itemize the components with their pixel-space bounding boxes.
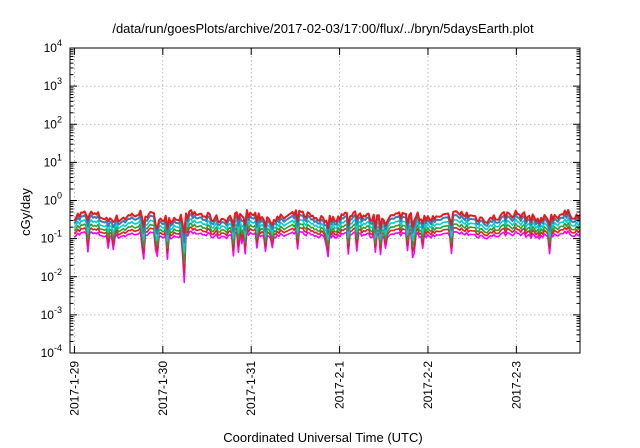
x-tick-label: 2017-1-29: [67, 361, 81, 416]
x-tick-label: 2017-1-30: [156, 361, 170, 416]
chart-title: /data/run/goesPlots/archive/2017-02-03/1…: [112, 21, 534, 36]
y-tick-label: 10-1: [41, 229, 62, 246]
plot-area: [73, 208, 581, 284]
y-tick-label: 10-2: [41, 267, 62, 284]
y-tick-label: 103: [44, 76, 62, 93]
y-tick-label: 10-3: [41, 305, 62, 322]
series-line: [73, 208, 581, 234]
y-tick-label: 101: [44, 152, 62, 169]
x-tick-label: 2017-2-2: [421, 361, 435, 409]
y-tick-label: 102: [44, 114, 62, 131]
x-axis-label: Coordinated Universal Time (UTC): [223, 430, 422, 445]
y-tick-label: 104: [44, 38, 62, 55]
x-tick-label: 2017-1-31: [244, 361, 258, 416]
grid: [70, 48, 580, 353]
x-tick-label: 2017-2-1: [333, 361, 347, 409]
y-tick-label: 100: [44, 191, 62, 208]
x-tick-labels: 2017-1-29 2017-1-30 2017-1-31 2017-2-1 2017-…: [67, 361, 523, 416]
y-tick-labels: 104 103 102 101 100 10-1 10-2 10-3 10-4: [41, 38, 62, 360]
y-tick-label: 10-4: [41, 343, 62, 360]
x-tick-label: 2017-2-3: [509, 361, 523, 409]
y-axis-label: cGy/day: [18, 188, 33, 236]
axis-ticks: [70, 47, 580, 354]
